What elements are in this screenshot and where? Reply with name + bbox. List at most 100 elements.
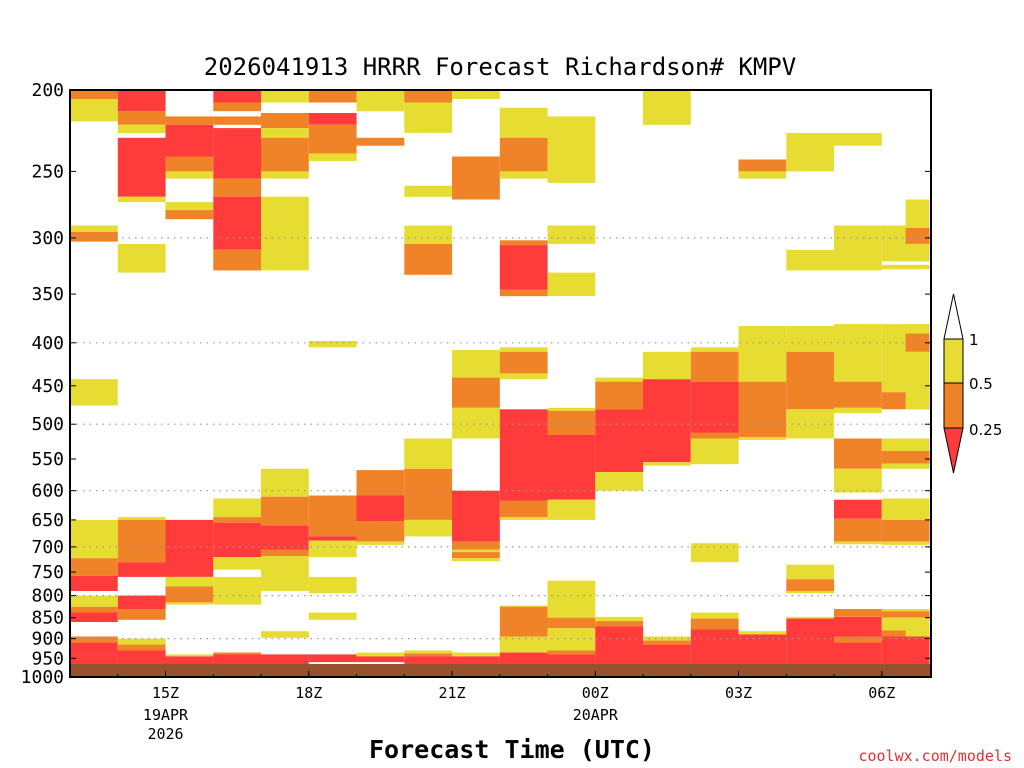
heatmap-cell-179 (834, 324, 882, 382)
x-tick-label-00Z: 00Z (582, 684, 609, 702)
heatmap-cell-117 (499, 373, 548, 380)
heatmap-cell-124 (499, 652, 548, 664)
heatmap-cell-61 (261, 496, 309, 526)
heatmap-cell-49 (213, 522, 262, 558)
heatmap-cell-150 (643, 644, 691, 664)
heatmap-cell-157 (690, 612, 739, 619)
heatmap-cell-57 (261, 137, 309, 172)
credit-link[interactable]: coolwx.com/models (858, 747, 1012, 765)
heatmap-cell-92 (404, 468, 453, 520)
legend-arrow-red (943, 427, 964, 474)
heatmap-cell-60 (261, 468, 309, 497)
legend-colorbar: 1 0.5 0.25 (943, 293, 1002, 474)
heatmap-cell-83 (356, 541, 405, 545)
heatmap-cell-12 (70, 642, 118, 655)
heatmap-cell-118 (499, 409, 548, 501)
heatmap-cell-6 (70, 558, 118, 576)
heatmap-cell-43 (213, 128, 262, 179)
heatmap-cell-81 (356, 495, 405, 521)
heatmap-cell-56 (261, 128, 309, 138)
plot-frame (69, 89, 932, 678)
heatmap-cell-120 (499, 517, 548, 520)
heatmap-cell-87 (404, 102, 453, 133)
heatmap-cell-74 (308, 540, 357, 558)
heatmap-cell-97 (452, 90, 500, 99)
heatmap-cell-44 (213, 178, 262, 197)
y-tick-label-350: 350 (31, 284, 64, 305)
heatmap-cell-4 (70, 379, 118, 406)
heatmap-cell-10 (70, 612, 118, 622)
heatmap-cell-99 (452, 350, 500, 378)
heatmap-cell-82 (356, 521, 405, 542)
heatmap-cell-40 (213, 90, 262, 103)
heatmap-cell-79 (356, 137, 405, 146)
pressure-gridlines (70, 237, 931, 640)
heatmap-cell-71 (308, 341, 357, 348)
heatmap-cell-2 (70, 225, 118, 232)
y-tick-label-600: 600 (31, 481, 64, 502)
heatmap-cell-64 (261, 556, 309, 592)
heatmap-cell-197 (881, 463, 930, 469)
heatmap-cell-112 (499, 240, 548, 246)
heatmap-cell-173 (786, 579, 835, 591)
heatmap-cell-184 (834, 499, 882, 519)
heatmap-cell-137 (595, 377, 644, 382)
heatmap-cell-70 (308, 153, 357, 161)
heatmap-cell-127 (547, 272, 596, 297)
heatmap-cell-170 (786, 351, 835, 410)
heatmap-cell-110 (499, 137, 548, 172)
heatmap-cell-171 (786, 409, 835, 439)
heatmap-cell-67 (308, 90, 357, 103)
heatmap-cell-88 (404, 185, 453, 197)
y-tick-label-250: 250 (31, 161, 64, 182)
legend-swatch-orange (943, 382, 964, 429)
heatmap-cell-14 (117, 90, 166, 112)
heatmap-cell-46 (213, 249, 262, 271)
heatmap-cell-19 (117, 243, 166, 273)
heatmap-cell-48 (213, 517, 262, 523)
heatmap-cell-32 (165, 202, 214, 211)
heatmap-cell-107 (452, 652, 500, 657)
heatmap-cell-199 (881, 519, 930, 542)
heatmap-cell-167 (786, 133, 835, 172)
y-tick-label-500: 500 (31, 414, 64, 435)
heatmap-cell-33 (165, 210, 214, 220)
heatmap-cell-20 (117, 517, 166, 520)
heatmap-cell-100 (452, 377, 500, 408)
heatmap-cell-22 (117, 562, 166, 577)
x-tick-label-03Z: 03Z (725, 684, 752, 702)
heatmap-cell-0 (70, 90, 118, 99)
x-tick-sublabel-15Z-1: 2026 (147, 725, 183, 743)
heatmap-cell-76 (308, 612, 357, 620)
heatmap-cell-38 (165, 654, 214, 657)
y-tick-label-450: 450 (31, 376, 64, 397)
heatmap-cell-169 (786, 326, 835, 352)
heatmap-cell-148 (643, 636, 691, 641)
legend-label-0-25: 0.25 (969, 421, 1002, 439)
y-tick-label-200: 200 (31, 80, 64, 101)
heatmap-cell-147 (643, 462, 691, 466)
heatmap-cell-18 (117, 196, 166, 203)
heatmap-cell-161 (738, 171, 787, 179)
heatmap-cell-28 (165, 116, 214, 125)
heatmap-cell-42 (213, 116, 262, 125)
heatmap-cell-131 (547, 499, 596, 520)
heatmap-cell-130 (547, 435, 596, 500)
heatmap-cell-158 (690, 618, 739, 630)
heatmap-cell-96 (404, 656, 453, 664)
heatmap-cell-93 (404, 519, 453, 537)
heatmap-cell-154 (690, 432, 739, 439)
heatmap-cell-165 (738, 631, 787, 635)
heatmap-cell-58 (261, 171, 309, 179)
heatmap-cell-175 (786, 616, 835, 619)
heatmap-cell-30 (165, 156, 214, 172)
y-tick-label-700: 700 (31, 537, 64, 558)
heatmap-cell-90 (404, 243, 453, 275)
heatmap-cell-29 (165, 124, 214, 157)
y-tick-label-400: 400 (31, 333, 64, 354)
heatmap-cell-202 (881, 611, 930, 618)
heatmap-cell-111 (499, 171, 548, 179)
heatmap-cell-86 (404, 90, 453, 103)
heatmap-cell-36 (165, 586, 214, 603)
